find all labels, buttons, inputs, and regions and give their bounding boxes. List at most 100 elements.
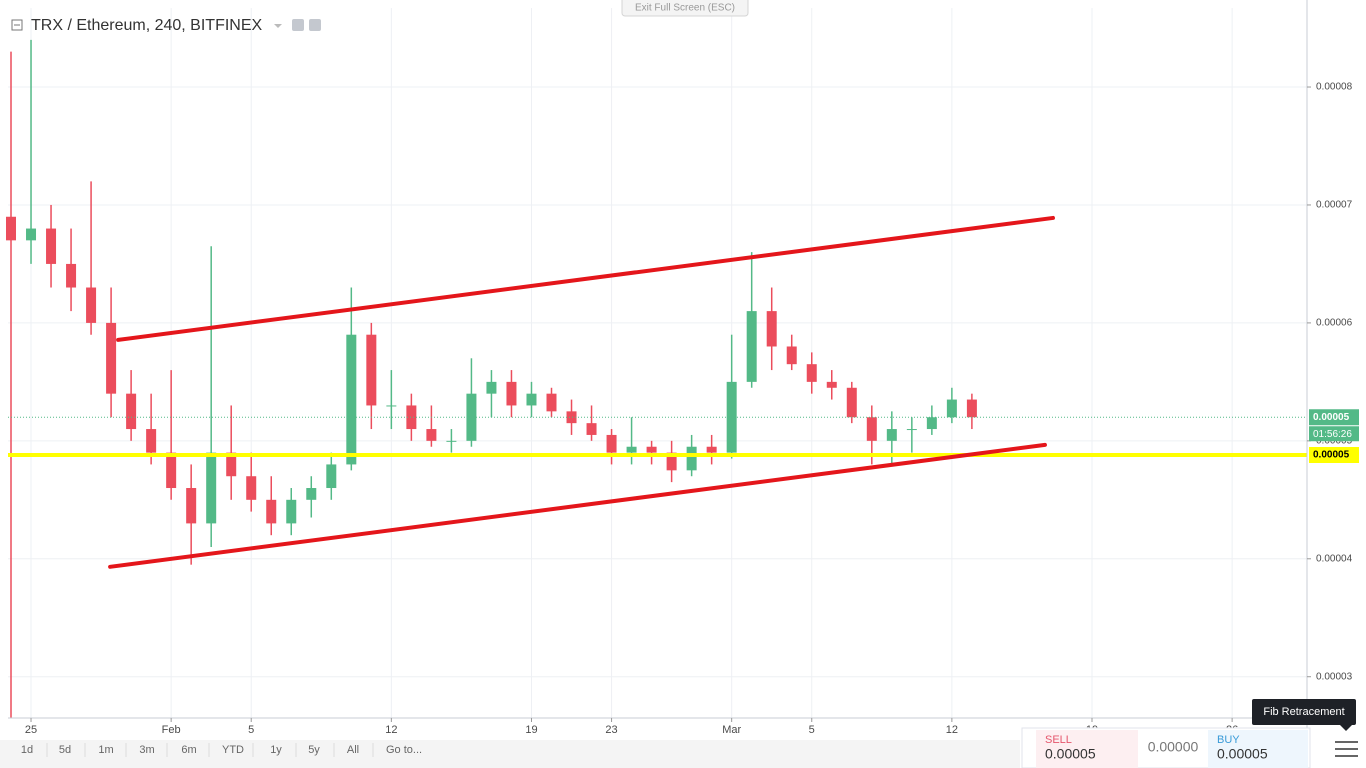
candle-body — [226, 452, 237, 477]
candle-body — [846, 387, 857, 418]
candle-body — [146, 429, 157, 453]
trend-line — [108, 442, 1047, 569]
range-button[interactable]: 5d — [59, 744, 71, 756]
settings-icon[interactable] — [309, 19, 321, 31]
range-button[interactable]: YTD — [222, 744, 244, 756]
candle-body — [26, 228, 37, 241]
candle-body — [906, 429, 917, 431]
candle-body — [626, 446, 637, 453]
candle-body — [946, 399, 957, 418]
candle-body — [86, 287, 97, 323]
candle-body — [706, 446, 717, 453]
candle-body — [386, 405, 397, 407]
sell-button[interactable] — [1036, 730, 1138, 768]
horizontal-line-tag — [1309, 446, 1359, 463]
exit-fullscreen-label: Exit Full Screen (ESC) — [635, 3, 735, 14]
y-tick-label: 0.00004 — [1316, 553, 1353, 564]
last-price-tag — [1309, 409, 1359, 426]
candle-body — [366, 334, 377, 406]
menu-icon[interactable] — [1335, 741, 1358, 757]
eye-icon[interactable] — [292, 19, 304, 31]
tooltip-arrow — [1340, 725, 1352, 731]
trend-line — [116, 215, 1055, 342]
countdown-tag — [1309, 426, 1359, 442]
candle-body — [106, 322, 117, 394]
tooltip-box — [1252, 699, 1356, 725]
last-price-label: 0.00005 — [1313, 412, 1350, 423]
candle-body — [266, 499, 277, 524]
range-button[interactable]: All — [347, 744, 359, 756]
candle-body — [486, 381, 497, 394]
x-tick-label: Feb — [162, 724, 181, 736]
candle-body — [786, 346, 797, 365]
candle-body — [866, 417, 877, 441]
candle-body — [646, 446, 657, 453]
x-tick-label: 12 — [385, 724, 397, 736]
range-buttons: 1d 5d 1m 3m 6m YTD 1y 5y All Go to... — [21, 743, 422, 757]
buy-button[interactable] — [1208, 730, 1308, 768]
dropdown-arrow[interactable] — [274, 24, 282, 28]
candle-body — [426, 429, 437, 441]
horizontal-line-label: 0.00005 — [1313, 450, 1350, 461]
candle-body — [466, 393, 477, 441]
x-tick-label: 19 — [525, 724, 537, 736]
range-button[interactable]: 6m — [181, 744, 196, 756]
candle-body — [346, 334, 357, 465]
candle-body — [46, 228, 57, 264]
tooltip-text: Fib Retracement — [1263, 706, 1344, 718]
goto-button[interactable]: Go to... — [386, 744, 422, 756]
candle-body — [326, 464, 337, 489]
y-tick-label: 0.00008 — [1316, 82, 1353, 93]
candle-body — [446, 440, 457, 442]
candle-body — [746, 311, 757, 382]
candle-body — [286, 499, 297, 524]
candle-body — [606, 434, 617, 453]
collapse-icon[interactable] — [11, 19, 23, 31]
y-tick-label: 0.00006 — [1316, 318, 1353, 329]
sell-label: SELL — [1045, 734, 1072, 746]
candle-body — [506, 381, 517, 406]
exit-fullscreen-button[interactable] — [621, 0, 749, 17]
bottom-toolbar — [0, 740, 1020, 768]
x-tick-label: 25 — [25, 724, 37, 736]
candle-body — [886, 429, 897, 441]
candle-body — [66, 263, 77, 288]
spread: 0.00000 — [1148, 739, 1199, 755]
range-button[interactable]: 1y — [270, 744, 282, 756]
buy-label: BUY — [1217, 734, 1240, 746]
range-button[interactable]: 5y — [308, 744, 320, 756]
sell-price: 0.00005 — [1045, 746, 1096, 762]
candle-body — [526, 393, 537, 406]
candle-body — [166, 452, 177, 489]
plot — [6, 39, 1307, 718]
candle-body — [6, 216, 17, 241]
candle-body — [826, 381, 837, 388]
candle-body — [806, 364, 817, 382]
range-button[interactable]: 1d — [21, 744, 33, 756]
x-tick-label: 5 — [809, 724, 815, 736]
candle-body — [666, 452, 677, 471]
candle-body — [586, 423, 597, 435]
candle-body — [966, 399, 977, 418]
x-tick-label: Mar — [722, 724, 741, 736]
candle-body — [246, 476, 257, 500]
candle-body — [186, 488, 197, 524]
x-tick-label: 23 — [605, 724, 617, 736]
candle-body — [926, 417, 937, 430]
countdown-label: 01:56:26 — [1313, 429, 1352, 440]
candle-body — [206, 452, 217, 524]
candle-body — [546, 393, 557, 412]
y-tick-label: 0.00007 — [1316, 200, 1353, 211]
candle-body — [126, 393, 137, 430]
range-button[interactable]: 1m — [98, 744, 113, 756]
candle-body — [566, 411, 577, 424]
symbol-title: TRX / Ethereum, 240, BITFINEX — [31, 17, 263, 34]
buy-price: 0.00005 — [1217, 746, 1268, 762]
candle-body — [686, 446, 697, 471]
candle-body — [406, 405, 417, 430]
range-button[interactable]: 3m — [139, 744, 154, 756]
x-tick-label: 5 — [248, 724, 254, 736]
